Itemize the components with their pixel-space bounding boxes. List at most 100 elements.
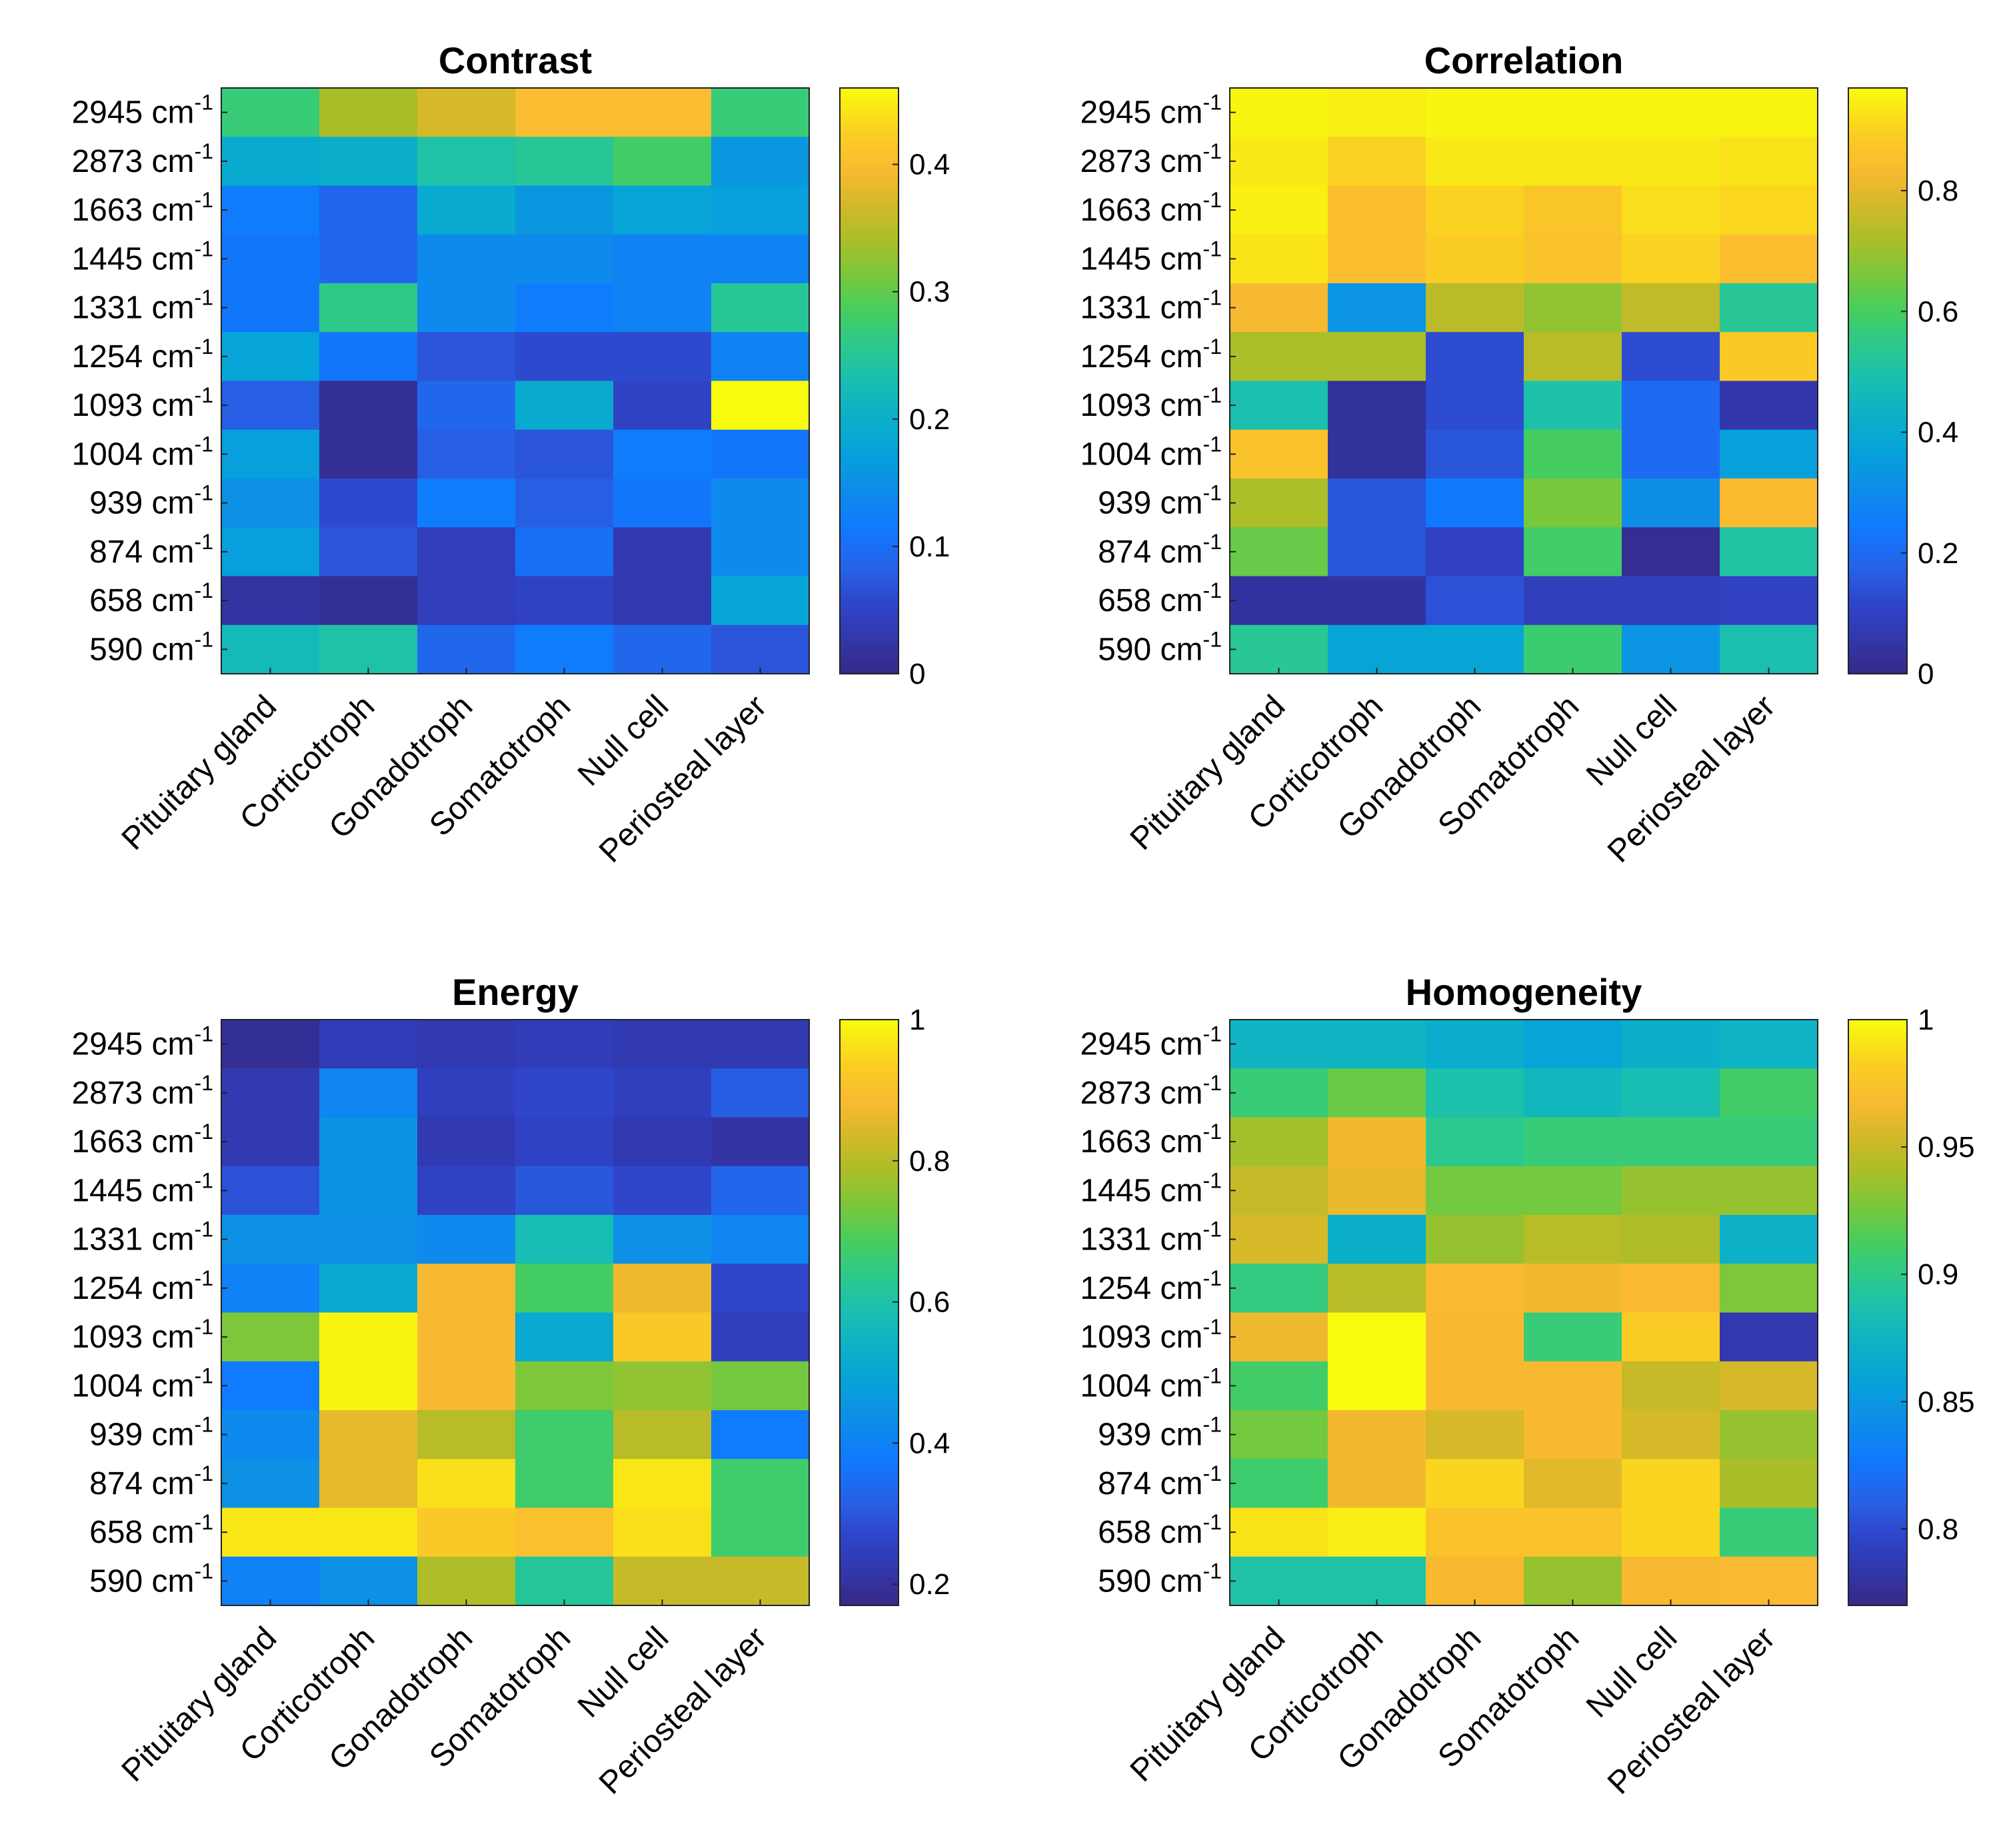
heatmap-cell <box>1524 332 1622 382</box>
y-tick-unit: cm <box>1151 1124 1202 1160</box>
y-tick-value: 2945 <box>1080 1027 1151 1062</box>
y-tick-exponent: -1 <box>195 432 213 456</box>
heatmap-cell <box>515 283 614 333</box>
heatmap-cell <box>1328 1068 1426 1118</box>
heatmap-cell <box>417 1507 516 1557</box>
heatmap-cell <box>1230 1410 1328 1459</box>
heatmap-cell <box>1426 88 1524 137</box>
heatmap-cell <box>417 1068 516 1118</box>
heatmap-cell <box>1426 1361 1524 1411</box>
heatmap-cell <box>613 576 712 626</box>
heatmap-cell <box>319 1117 418 1167</box>
y-tick-label: 1331 cm-1 <box>1080 1218 1222 1258</box>
y-tick-unit: cm <box>1151 339 1202 375</box>
heatmap-cell <box>1230 137 1328 187</box>
heatmap-cell <box>515 527 614 577</box>
y-tick-value: 1254 <box>1080 1271 1151 1306</box>
y-tick-unit: cm <box>143 388 194 423</box>
heatmap-cell <box>1328 1507 1426 1557</box>
y-tick-exponent: -1 <box>1203 1218 1222 1242</box>
heatmap-cell <box>613 88 712 137</box>
heatmap-cell <box>221 1556 320 1606</box>
y-tick-unit: cm <box>143 1124 194 1160</box>
heatmap-cell <box>1328 1166 1426 1216</box>
heatmap-cell <box>417 1166 516 1216</box>
heatmap-cell <box>1230 1312 1328 1362</box>
y-tick-exponent: -1 <box>195 1071 213 1095</box>
heatmap-cell <box>515 1215 614 1264</box>
heatmap-cell <box>711 1068 810 1118</box>
y-tick-label: 1254 cm-1 <box>71 335 213 375</box>
heatmap-cell <box>221 527 320 577</box>
y-tick-unit: cm <box>143 339 194 375</box>
heatmap-cell <box>417 1117 516 1167</box>
heatmap-cell <box>711 332 810 382</box>
y-tick-unit: cm <box>143 1222 194 1258</box>
heatmap-cell <box>417 1410 516 1459</box>
axes-box <box>221 87 810 674</box>
heatmap-cell <box>1524 478 1622 528</box>
heatmap-cell <box>1622 1264 1720 1314</box>
heatmap-cell <box>417 332 516 382</box>
heatmap-cell <box>1230 1361 1328 1411</box>
y-tick-exponent: -1 <box>195 335 213 359</box>
heatmap-cell <box>1328 624 1426 674</box>
y-tick-unit: cm <box>1151 291 1202 326</box>
heatmap-cell <box>319 1507 418 1557</box>
heatmap-cell <box>711 88 810 137</box>
colorbar-tick-label: 0.6 <box>1918 295 1958 328</box>
y-tick-value: 1004 <box>71 437 143 472</box>
y-tick-unit: cm <box>1151 1076 1202 1111</box>
heatmap-cell <box>417 576 516 626</box>
heatmap-cell <box>613 185 712 235</box>
heatmap-cell <box>1426 185 1524 235</box>
heatmap-cell <box>1622 1459 1720 1509</box>
y-tick-label: 1663 cm-1 <box>1080 188 1222 228</box>
y-tick-value: 1254 <box>1080 339 1151 375</box>
y-tick-unit: cm <box>143 437 194 472</box>
y-tick-label: 874 cm-1 <box>1098 530 1222 570</box>
heatmap-cell <box>417 429 516 479</box>
x-tick-label: Periosteal layer <box>1601 1620 1782 1801</box>
heatmap-cell <box>221 332 320 382</box>
y-tick-unit: cm <box>1151 241 1202 277</box>
y-tick-exponent: -1 <box>195 530 213 554</box>
y-tick-unit: cm <box>1151 1368 1202 1403</box>
heatmap-cell <box>1524 1507 1622 1557</box>
y-tick-unit: cm <box>143 632 194 667</box>
y-tick-value: 2873 <box>71 1076 143 1111</box>
heatmap-cell <box>711 527 810 577</box>
heatmap-cell <box>221 1068 320 1118</box>
heatmap-cell <box>221 1507 320 1557</box>
y-tick-exponent: -1 <box>1203 335 1222 359</box>
heatmap-cell <box>1524 1166 1622 1216</box>
y-tick-value: 874 <box>1098 534 1151 570</box>
heatmap-cell <box>1622 234 1720 284</box>
y-tick-unit: cm <box>143 144 194 179</box>
y-tick-exponent: -1 <box>1203 578 1222 602</box>
heatmap-cell <box>1720 1020 1818 1069</box>
heatmap-cell <box>613 332 712 382</box>
y-tick-unit: cm <box>1151 1222 1202 1258</box>
y-tick-label: 1663 cm-1 <box>71 1120 213 1160</box>
y-tick-value: 2945 <box>71 95 143 131</box>
y-tick-value: 1004 <box>1080 1368 1151 1403</box>
y-tick-label: 658 cm-1 <box>1098 578 1222 618</box>
heatmap-cell <box>1524 1215 1622 1264</box>
y-tick-exponent: -1 <box>195 1364 213 1387</box>
heatmap-cell <box>1622 185 1720 235</box>
y-tick-label: 939 cm-1 <box>1098 1413 1222 1453</box>
heatmap-cell <box>1328 332 1426 382</box>
y-tick-value: 658 <box>89 583 143 618</box>
heatmap-cell <box>711 1117 810 1167</box>
heatmap-cell <box>1328 576 1426 626</box>
y-tick-label: 1445 cm-1 <box>71 1168 213 1208</box>
heatmap-cell <box>1426 332 1524 382</box>
y-tick-exponent: -1 <box>1203 530 1222 554</box>
heatmap-cell <box>1328 1215 1426 1264</box>
y-tick-exponent: -1 <box>195 237 213 261</box>
y-tick-label: 658 cm-1 <box>89 578 213 618</box>
heatmap-cell <box>1328 137 1426 187</box>
